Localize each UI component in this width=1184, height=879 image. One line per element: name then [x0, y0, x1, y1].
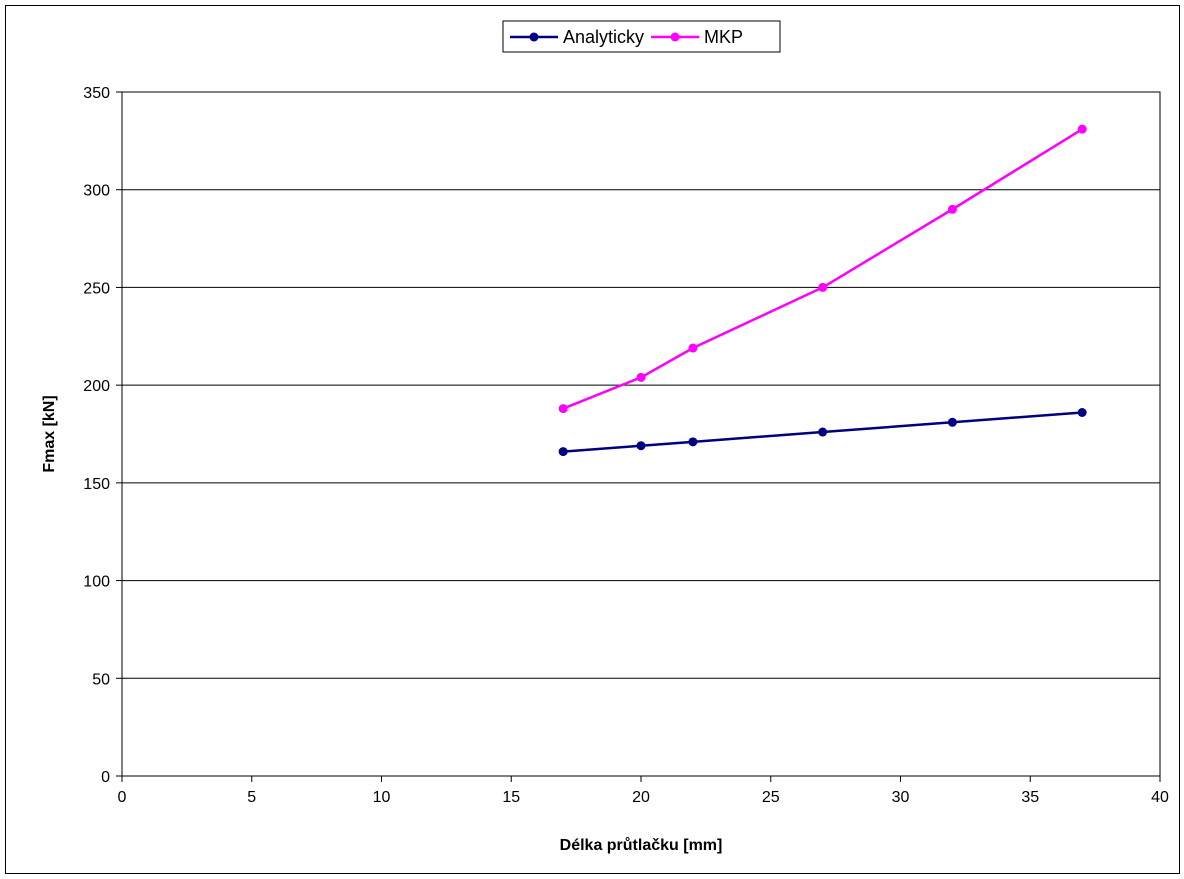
data-point — [688, 343, 698, 353]
data-point — [1077, 408, 1087, 418]
gridlines — [122, 91, 1160, 679]
x-tick-label: 40 — [1151, 789, 1169, 806]
legend-label: MKP — [704, 27, 743, 47]
y-tick-label: 150 — [83, 476, 110, 493]
y-tick-label: 250 — [83, 280, 110, 297]
x-tick-label: 15 — [502, 789, 520, 806]
chart-frame — [5, 5, 1180, 874]
y-tick-label: 0 — [101, 769, 110, 786]
legend-marker — [670, 32, 680, 42]
data-point — [1077, 124, 1087, 134]
x-tick-label: 25 — [762, 789, 780, 806]
data-point — [947, 417, 957, 427]
x-tick-label: 10 — [373, 789, 391, 806]
data-point — [636, 441, 646, 451]
series-line — [562, 128, 1083, 410]
data-point — [636, 372, 646, 382]
y-tick-label: 350 — [83, 85, 110, 102]
data-point — [818, 282, 828, 292]
series-analyticky — [558, 408, 1087, 457]
legend: Analyticky MKP — [502, 20, 781, 53]
data-point — [688, 437, 698, 447]
y-tick-label: 100 — [83, 574, 110, 591]
x-tick-label: 20 — [632, 789, 650, 806]
series-layer — [558, 124, 1087, 457]
axes: 0 50 100 150 200 250 300 350 0 5 10 15 20 25 30 35 40 — [83, 85, 1169, 806]
series-mkp — [558, 124, 1087, 414]
legend-label: Analyticky — [563, 27, 644, 47]
x-tick-label: 5 — [247, 789, 256, 806]
y-tick-label: 300 — [83, 183, 110, 200]
plot-area — [121, 91, 1161, 777]
y-tick-label: 50 — [92, 671, 110, 688]
data-point — [947, 204, 957, 214]
x-tick-label: 30 — [892, 789, 910, 806]
data-point — [558, 447, 568, 457]
data-point — [558, 404, 568, 414]
data-point — [818, 427, 828, 437]
series-line — [563, 411, 1083, 453]
x-tick-label: 35 — [1021, 789, 1039, 806]
legend-marker — [529, 32, 539, 42]
x-tick-label: 0 — [118, 789, 127, 806]
x-axis-title: Délka průtlačku [mm] — [560, 837, 723, 854]
y-tick-label: 200 — [83, 378, 110, 395]
y-axis-title: Fmax [kN] — [41, 395, 58, 472]
